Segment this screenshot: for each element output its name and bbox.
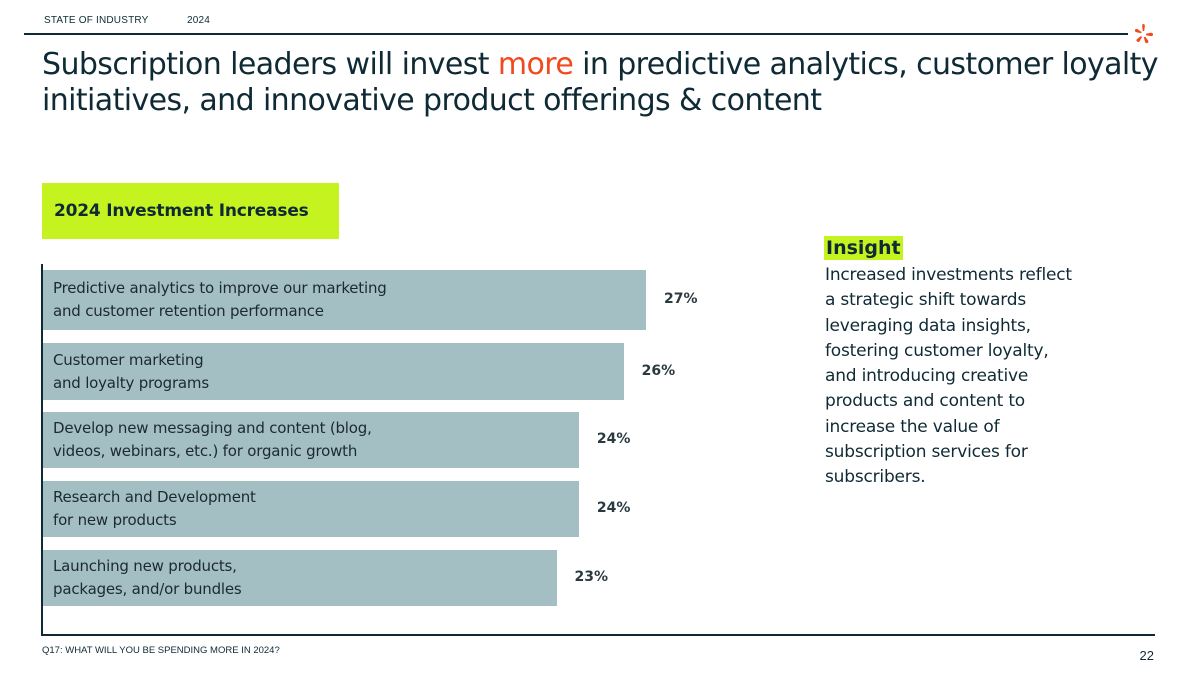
insight-heading: Insight: [824, 236, 903, 260]
year-label: 2024: [187, 15, 211, 26]
chart-title-box: 2024 Investment Increases: [42, 183, 339, 239]
top-divider: [24, 33, 1128, 35]
bar-label-2: Customer marketing and loyalty programs: [53, 350, 209, 392]
headline-accent: more: [497, 47, 574, 82]
bar-5: Launching new products, packages, and/or…: [43, 550, 557, 606]
bar-value-2: 26%: [641, 362, 676, 379]
chart-title: 2024 Investment Increases: [54, 201, 309, 221]
bar-1: Predictive analytics to improve our mark…: [43, 270, 646, 330]
orange-asterisk-icon: [1134, 24, 1153, 44]
bar-label-5: Launching new products, packages, and/or…: [53, 557, 242, 598]
bottom-divider: [41, 634, 1155, 636]
bar-value-4: 24%: [596, 500, 631, 516]
headline-part2: in predictive analytics, customer loyalt…: [42, 47, 1159, 118]
headline-part1: Subscription leaders will invest: [42, 47, 498, 82]
bar-4: Research and Development for new product…: [43, 481, 579, 537]
section-label: STATE OF INDUSTRY: [44, 15, 149, 26]
bar-label-4: Research and Development for new product…: [53, 488, 256, 529]
bar-value-1: 27%: [663, 291, 698, 307]
bar-value-5: 23%: [574, 569, 609, 585]
survey-question-footnote: Q17: WHAT WILL YOU BE SPENDING MORE IN 2…: [42, 645, 280, 656]
bar-3: Develop new messaging and content (blog,…: [43, 412, 579, 468]
chart-axis: [41, 264, 43, 636]
bar-label-3: Develop new messaging and content (blog,…: [53, 419, 372, 460]
bar-label-1: Predictive analytics to improve our mark…: [53, 279, 387, 320]
insight-body: Increased investments reflect a strategi…: [825, 265, 1072, 488]
bar-2: Customer marketing and loyalty programs: [43, 343, 624, 400]
bar-value-3: 24%: [596, 431, 631, 447]
page-number: 22: [1139, 648, 1154, 663]
page-headline: Subscription leaders will invest more in…: [42, 47, 1162, 119]
